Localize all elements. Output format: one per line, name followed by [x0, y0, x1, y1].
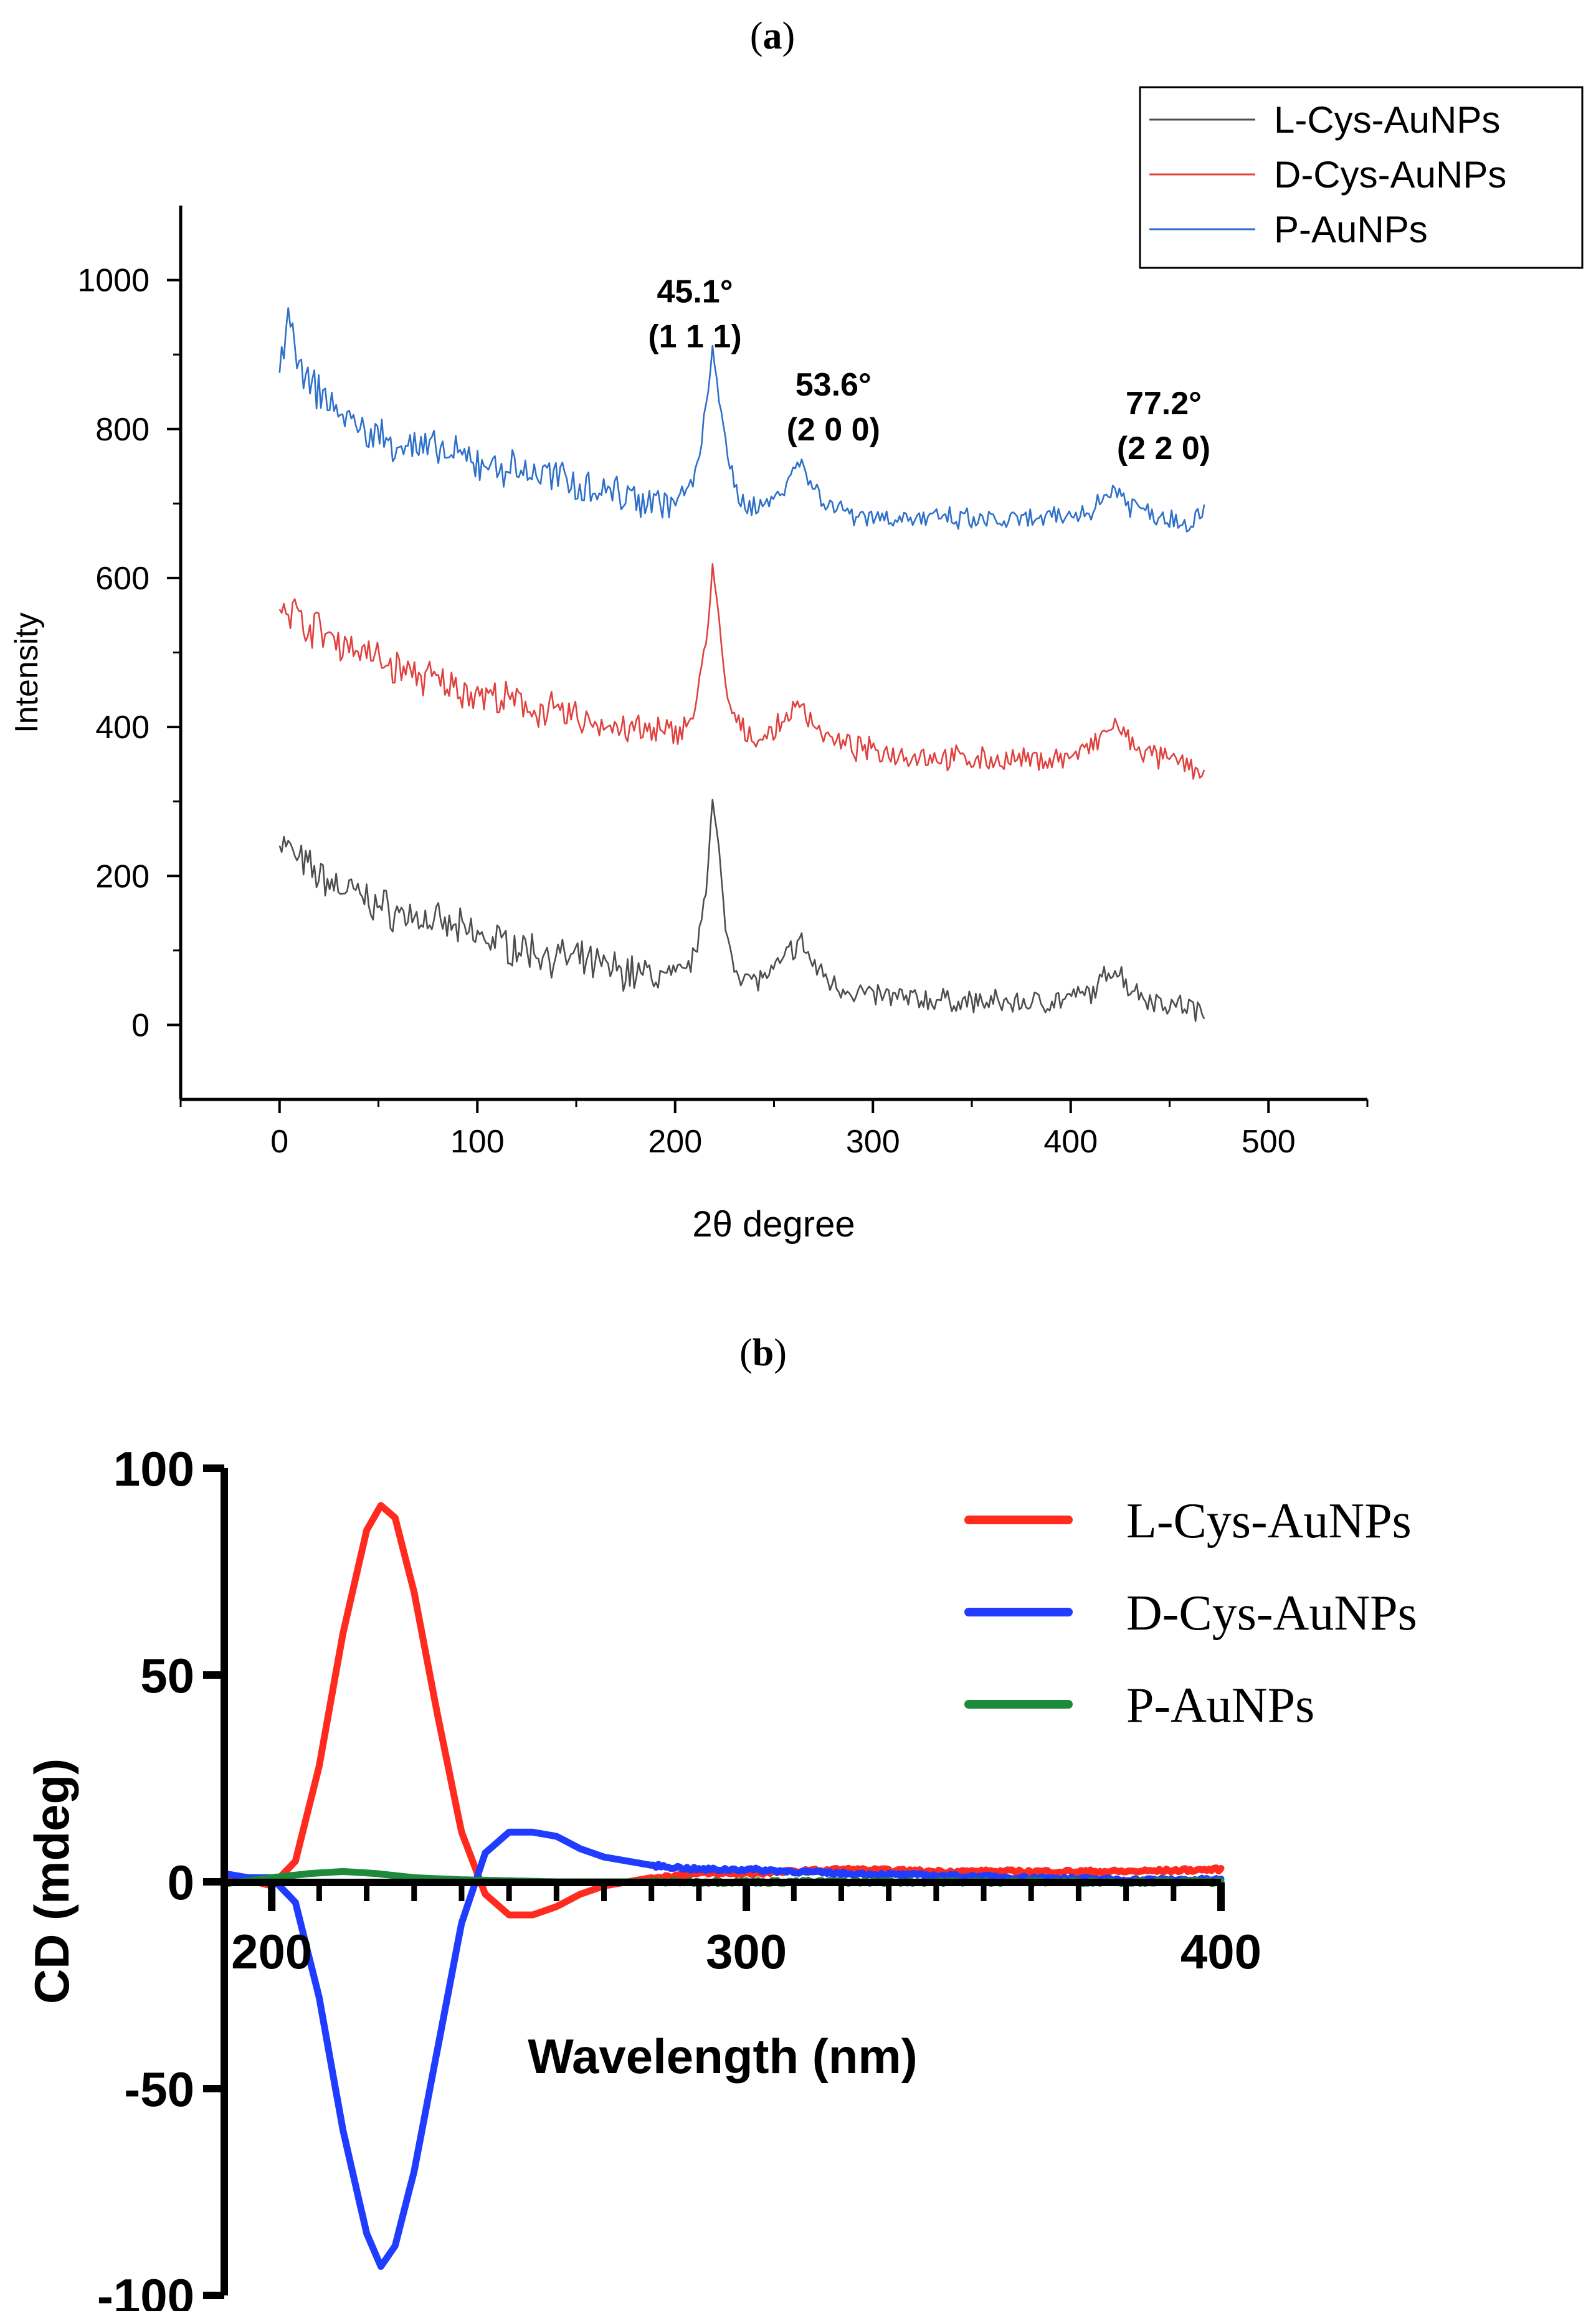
xrd-series-d-cys-aunps	[278, 563, 1205, 780]
panel-a-letter: a	[763, 15, 782, 57]
panel-b-open-paren: (	[739, 1332, 753, 1374]
xrd-x-tick-label-500: 500	[1242, 1124, 1296, 1160]
xrd-series-l-cys-aunps	[278, 799, 1205, 1022]
cd-x-tick-label-300: 300	[706, 1924, 787, 1979]
xrd-peak-angle-1: 45.1°	[657, 273, 733, 310]
xrd-peak-index-3: (2 2 0)	[1117, 430, 1210, 467]
cd-series-l-cys-aunps	[221, 1502, 1225, 1919]
xrd-y-tick-label-200: 200	[95, 858, 150, 895]
xrd-x-tick-label-100: 100	[450, 1124, 505, 1160]
cd-x-ticks: 200 300 400	[231, 1882, 1261, 1979]
panel-a-label: (a)	[750, 15, 795, 57]
cd-y-tick-label-0: 0	[168, 1855, 194, 1910]
cd-legend: L-Cys-AuNPs D-Cys-AuNPs P-AuNPs	[964, 1494, 1417, 1733]
xrd-y-tick-label-0: 0	[131, 1007, 150, 1043]
xrd-x-ticks: 0 100 200 300 400 500	[179, 1099, 1369, 1160]
cd-y-tick-label-50: 50	[140, 1648, 194, 1703]
panel-a-close-paren: )	[782, 15, 796, 57]
xrd-peak-index-2: (2 0 0)	[787, 412, 880, 448]
xrd-peak-angle-3: 77.2°	[1126, 386, 1202, 422]
xrd-y-tick-label-800: 800	[95, 412, 150, 448]
xrd-peak-angle-2: 53.6°	[796, 367, 872, 403]
cd-legend-label-l-cys-aunps: L-Cys-AuNPs	[1126, 1494, 1412, 1549]
xrd-series-p-aunps	[278, 307, 1205, 533]
xrd-y-axis-label: Intensity	[9, 612, 45, 733]
panel-a-open-paren: (	[750, 15, 763, 57]
cd-y-ticks: 100 50 0 -50 -100	[97, 1441, 224, 2311]
cd-legend-label-d-cys-aunps: D-Cys-AuNPs	[1126, 1586, 1417, 1641]
xrd-x-tick-label-0: 0	[270, 1124, 288, 1160]
panel-b-letter: b	[753, 1332, 774, 1374]
xrd-y-ticks: 0 200 400 600 800 1000	[77, 263, 181, 1043]
xrd-peak-index-1: (1 1 1)	[648, 318, 741, 354]
cd-chart: 100 50 0 -50 -100 200 300 400 CD (mdeg) Wavele…	[24, 1441, 1417, 2311]
xrd-legend: L-Cys-AuNPs D-Cys-AuNPs P-AuNPs	[1139, 86, 1584, 269]
cd-x-axis-label: Wavelength (nm)	[528, 2029, 917, 2084]
cd-x-tick-label-400: 400	[1180, 1924, 1261, 1979]
cd-y-tick-label-50: -50	[124, 2062, 194, 2117]
xrd-x-tick-label-300: 300	[846, 1124, 900, 1160]
cd-legend-label-p-aunps: P-AuNPs	[1126, 1678, 1314, 1733]
xrd-y-tick-label-400: 400	[95, 709, 150, 746]
xrd-legend-label-l-cys-aunps: L-Cys-AuNPs	[1274, 99, 1500, 141]
xrd-x-tick-label-200: 200	[648, 1124, 702, 1160]
cd-x-tick-label-200: 200	[231, 1924, 312, 1979]
xrd-legend-label-d-cys-aunps: D-Cys-AuNPs	[1274, 154, 1506, 196]
xrd-legend-label-p-aunps: P-AuNPs	[1274, 209, 1428, 250]
xrd-chart: 0 200 400 600 800 1000 0 100 200 300 400 500 45.1°…	[9, 86, 1584, 1245]
xrd-y-tick-label-1000: 1000	[77, 263, 150, 299]
panel-b-label: (b)	[739, 1332, 787, 1374]
cd-y-tick-label-100: -100	[97, 2269, 194, 2311]
xrd-y-tick-label-600: 600	[95, 561, 150, 597]
xrd-series	[278, 307, 1205, 1022]
xrd-peak-annotations: 45.1° (1 1 1) 53.6° (2 0 0) 77.2° (2 2 0)	[648, 273, 1210, 466]
xrd-x-tick-label-400: 400	[1043, 1124, 1098, 1160]
cd-y-tick-label-100: 100	[113, 1441, 194, 1496]
panel-b-close-paren: )	[774, 1332, 787, 1374]
cd-y-axis-label: CD (mdeg)	[24, 1758, 79, 2004]
xrd-legend-box	[1139, 86, 1584, 269]
xrd-x-axis-label: 2θ degree	[692, 1204, 855, 1245]
